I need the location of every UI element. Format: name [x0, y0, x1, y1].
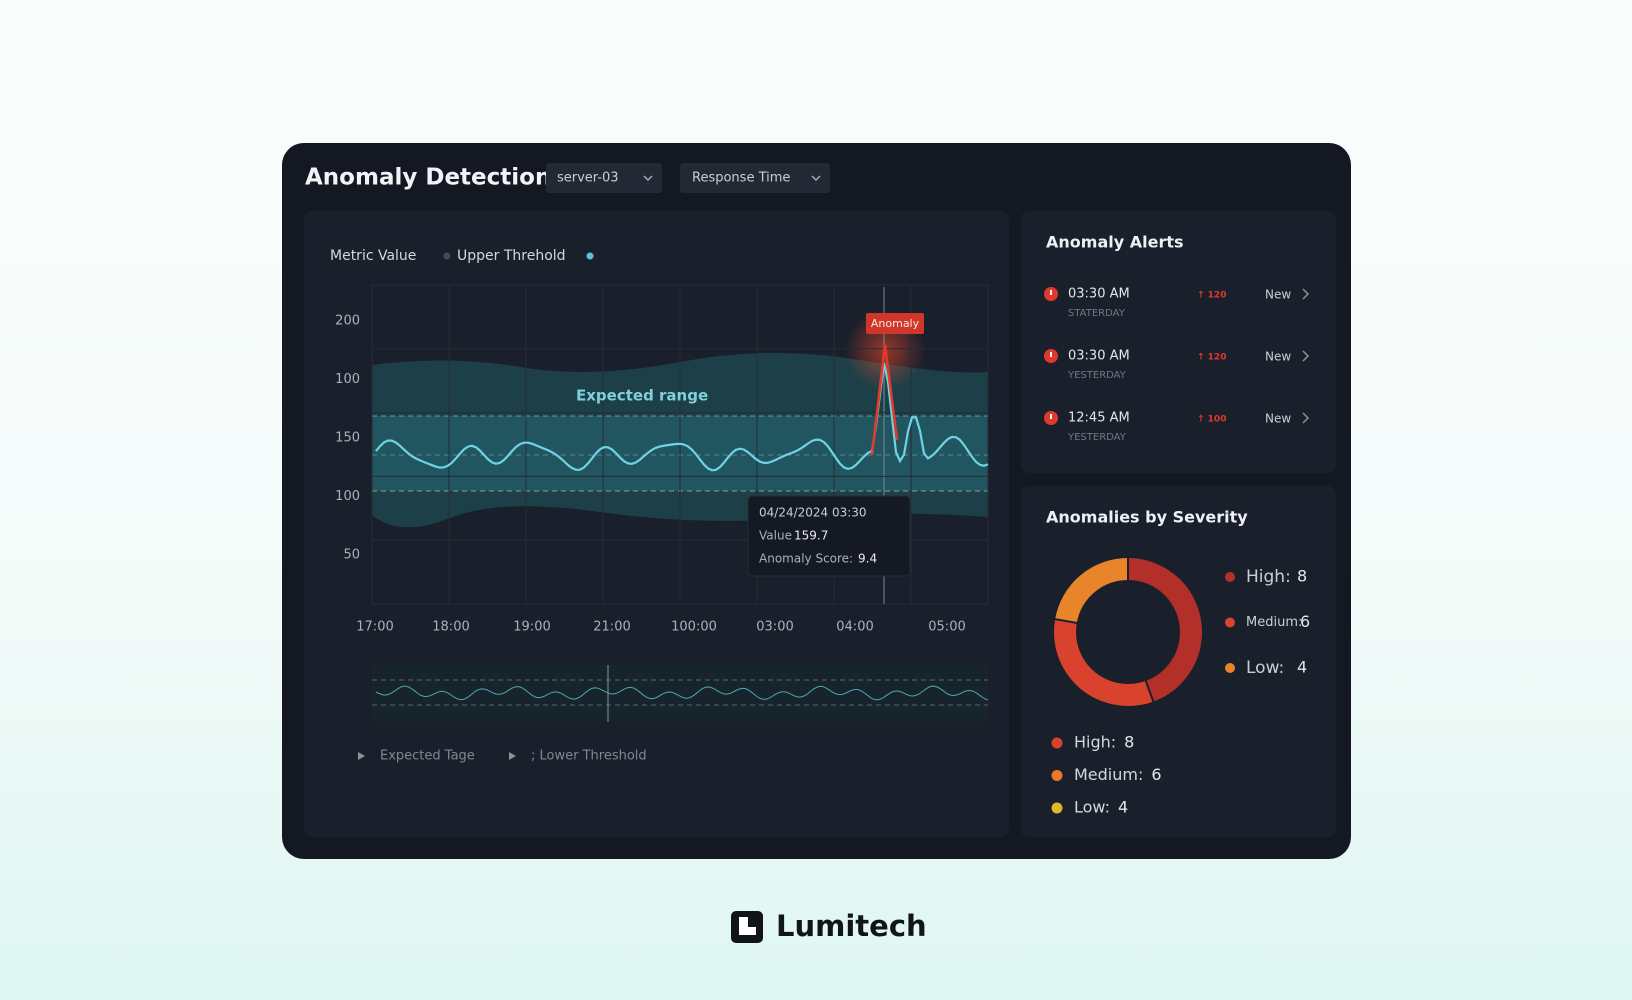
legend-arrow: [358, 752, 365, 760]
alert-time: 12:45 AM: [1068, 411, 1130, 426]
legend-dot: [586, 252, 594, 260]
dropdown[interactable]: [680, 163, 830, 193]
dropdown-label: Response Time: [692, 171, 790, 186]
alert-badge: ↑ 120: [1197, 353, 1226, 363]
x-axis-label: 21:00: [593, 620, 630, 635]
tooltip-key: Anomaly Score:: [759, 552, 853, 566]
summary-dot: [1051, 802, 1063, 814]
alert-time: 03:30 AM: [1068, 349, 1130, 364]
alert-badge: ↑ 120: [1197, 291, 1226, 301]
minimap-line: [375, 685, 989, 701]
alert-day: YESTERDAY: [1067, 370, 1127, 381]
metric-line: [375, 362, 989, 472]
chevron: [811, 175, 821, 182]
summary-value: 8: [1124, 733, 1134, 752]
band-label: Expected range: [576, 387, 708, 405]
chevron: [1302, 412, 1310, 424]
donut-segment: [1054, 558, 1202, 706]
tooltip-date: 04/24/2024 03:30: [759, 506, 867, 520]
legend-name: Medium:: [1246, 615, 1302, 630]
tooltip: [747, 495, 911, 577]
summary-name: Low:: [1074, 798, 1110, 817]
anomaly-tag: [866, 313, 924, 334]
x-axis-label: 19:00: [513, 620, 550, 635]
alert-status[interactable]: New: [1265, 350, 1291, 364]
minimap: [372, 665, 988, 722]
brand-name: Lumitech: [776, 909, 927, 943]
alerts-title: Anomaly Alerts: [1046, 233, 1184, 252]
anomaly-label: Anomaly: [871, 317, 920, 330]
legend-dot: [1225, 572, 1235, 582]
chevron: [1302, 288, 1310, 300]
legend-value: 8: [1297, 567, 1307, 586]
legend-value: 4: [1297, 658, 1307, 677]
alert-icon-mark: [1050, 290, 1052, 295]
summary-name: Medium:: [1074, 765, 1143, 784]
alert-icon-mark: [1050, 352, 1052, 357]
brand-logo: [731, 911, 763, 943]
summary-value: 6: [1151, 765, 1161, 784]
summary-value: 4: [1118, 798, 1128, 817]
chevron: [643, 175, 653, 182]
tooltip-value: 159.7: [794, 529, 828, 543]
legend-dot: [1225, 663, 1235, 673]
legend-value: 6: [1300, 612, 1310, 631]
x-axis-label: 03:00: [756, 620, 793, 635]
chevron: [1302, 350, 1310, 362]
bottom-legend-label: ; Lower Threshold: [531, 749, 647, 764]
summary-dot: [1051, 770, 1063, 781]
x-axis-label: 100:00: [671, 620, 717, 635]
anomaly-spike: [870, 344, 899, 456]
legend-dot: [443, 252, 451, 260]
legend-label: Upper Threhold: [457, 248, 566, 264]
segment-separator: [1053, 617, 1078, 625]
summary-dot: [1051, 737, 1063, 749]
alert-status[interactable]: New: [1265, 412, 1291, 426]
y-axis-label: 50: [343, 548, 360, 563]
y-axis-label: 100: [335, 489, 360, 504]
x-axis-label: 17:00: [356, 620, 393, 635]
segment-separator: [1144, 679, 1155, 703]
tooltip-key: Value: [759, 529, 792, 543]
bottom-legend-label: Expected Tage: [380, 749, 475, 764]
y-axis-label: 100: [335, 372, 360, 387]
alert-time: 03:30 AM: [1068, 287, 1130, 302]
alert-day: STATERDAY: [1068, 308, 1126, 319]
legend-name: Low:: [1246, 658, 1284, 678]
severity-title: Anomalies by Severity: [1046, 508, 1248, 527]
x-axis-label: 04:00: [836, 620, 873, 635]
alert-day: YESTERDAY: [1067, 432, 1127, 443]
x-axis-label: 18:00: [432, 620, 469, 635]
alert-icon-mark: [1050, 414, 1052, 419]
alerts-panel: [1021, 211, 1336, 473]
alert-status[interactable]: New: [1265, 288, 1291, 302]
alert-badge: ↑ 100: [1197, 415, 1226, 425]
y-axis-label: 150: [335, 431, 360, 446]
tooltip-value: 9.4: [858, 552, 877, 566]
summary-name: High:: [1074, 733, 1116, 752]
dropdown[interactable]: [546, 163, 662, 193]
x-axis-label: 05:00: [928, 620, 965, 635]
legend-arrow: [509, 752, 516, 760]
legend-label: Metric Value: [330, 248, 416, 264]
legend-dot: [1225, 617, 1235, 628]
title: Anomaly Detection: [305, 165, 551, 191]
y-axis-label: 200: [335, 314, 360, 329]
dropdown-label: server-03: [557, 171, 619, 186]
legend-name: High:: [1246, 567, 1291, 587]
